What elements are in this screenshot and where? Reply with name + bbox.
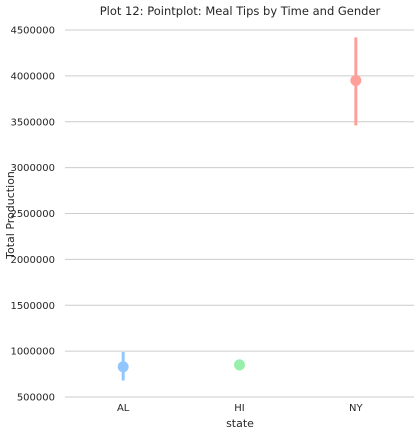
y-axis-ticks: 500000 1000000 1500000 2000000 2500000 300000… — [10, 26, 55, 404]
y-tick-label: 3500000 — [10, 117, 55, 128]
y-tick-label: 3000000 — [10, 163, 55, 174]
y-tick-label: 4500000 — [10, 26, 55, 37]
x-axis-title: state — [226, 417, 254, 430]
chart-title: Plot 12: Pointplot: Meal Tips by Time an… — [100, 4, 381, 18]
y-tick-label: 2000000 — [10, 255, 55, 266]
y-tick-label: 500000 — [17, 393, 55, 404]
y-tick-label: 2500000 — [10, 209, 55, 220]
y-tick-label: 1500000 — [10, 301, 55, 312]
x-axis-ticks: AL HI NY — [117, 403, 364, 414]
x-tick-label: AL — [117, 403, 130, 414]
y-tick-label: 4000000 — [10, 71, 55, 82]
data-point — [117, 361, 129, 373]
y-axis-title: Total Production — [4, 171, 17, 260]
y-gridlines — [65, 29, 414, 398]
x-tick-label: HI — [234, 403, 244, 414]
data-points — [117, 37, 362, 381]
x-tick-label: NY — [349, 403, 363, 414]
data-point — [234, 359, 245, 371]
y-tick-label: 1000000 — [10, 347, 55, 358]
data-point — [350, 74, 362, 86]
